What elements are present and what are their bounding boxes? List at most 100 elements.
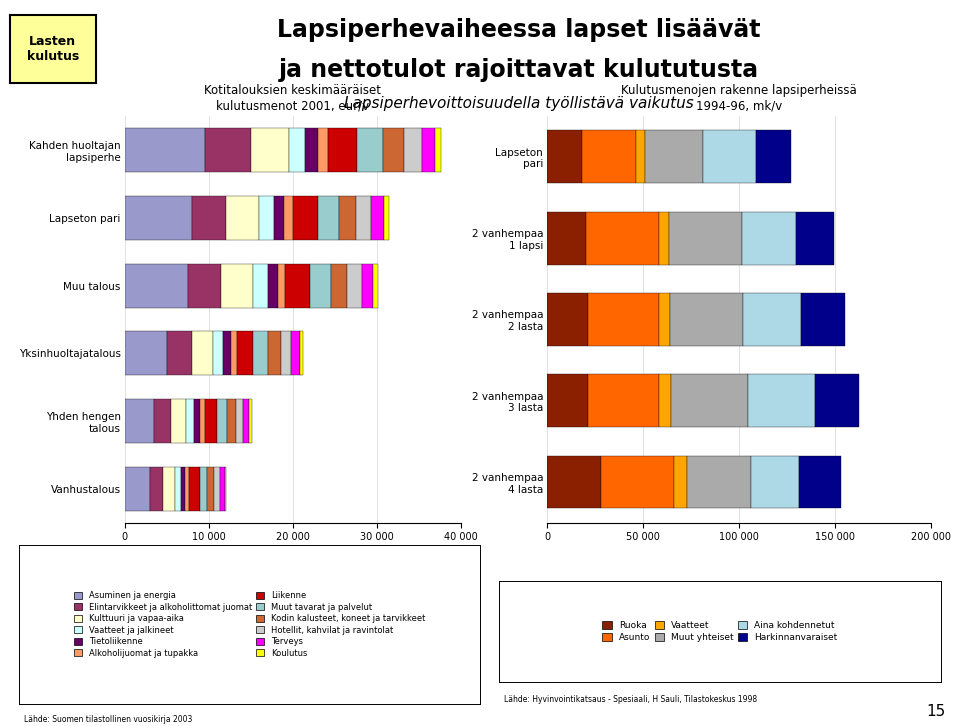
Bar — [277, 264, 285, 308]
Bar — [250, 399, 252, 443]
Bar — [742, 212, 796, 264]
Bar — [200, 399, 204, 443]
Bar — [547, 212, 586, 264]
Bar — [318, 128, 328, 172]
Bar — [659, 212, 669, 264]
Text: ja nettotulot rajoittavat kulututusta: ja nettotulot rajoittavat kulututusta — [278, 58, 758, 82]
Bar — [217, 399, 228, 443]
Bar — [588, 293, 659, 346]
Bar — [281, 331, 291, 375]
Bar — [214, 467, 220, 511]
Text: Lapsiperhevoittoisuudella työllistävä vaikutus: Lapsiperhevoittoisuudella työllistävä va… — [344, 96, 693, 111]
Bar — [162, 467, 176, 511]
Bar — [200, 467, 207, 511]
Bar — [799, 456, 841, 508]
Bar — [674, 456, 687, 508]
Bar — [422, 128, 435, 172]
Bar — [236, 331, 253, 375]
Bar — [259, 196, 275, 240]
Bar — [636, 131, 645, 183]
Bar — [659, 375, 671, 427]
Bar — [171, 399, 186, 443]
Bar — [670, 293, 743, 346]
Bar — [339, 196, 356, 240]
Bar — [226, 196, 259, 240]
Bar — [331, 264, 348, 308]
Bar — [703, 131, 756, 183]
Bar — [125, 467, 150, 511]
Bar — [547, 293, 588, 346]
Bar — [125, 264, 188, 308]
Bar — [383, 128, 403, 172]
Title: Kotitalouksien keskimääräiset
kulutusmenot 2001, eur/v: Kotitalouksien keskimääräiset kulutusmen… — [204, 84, 381, 113]
Bar — [547, 131, 582, 183]
Bar — [186, 399, 194, 443]
Bar — [371, 196, 383, 240]
Bar — [284, 196, 293, 240]
Bar — [586, 212, 659, 264]
Bar — [228, 399, 236, 443]
Text: 15: 15 — [926, 703, 946, 719]
Bar — [815, 375, 859, 427]
Bar — [222, 264, 253, 308]
Bar — [293, 196, 318, 240]
Bar — [253, 331, 269, 375]
Bar — [671, 375, 748, 427]
Bar — [383, 196, 390, 240]
Bar — [269, 331, 281, 375]
Bar — [125, 128, 204, 172]
Bar — [435, 128, 442, 172]
Bar — [155, 399, 171, 443]
Bar — [167, 331, 192, 375]
Bar — [176, 467, 181, 511]
Bar — [300, 331, 303, 375]
Bar — [748, 375, 815, 427]
Bar — [547, 375, 588, 427]
Bar — [150, 467, 162, 511]
Bar — [356, 196, 371, 240]
Bar — [194, 399, 200, 443]
Bar — [601, 456, 674, 508]
Bar — [318, 196, 339, 240]
Text: Lapsiperhevaiheessa lapset lisäävät: Lapsiperhevaiheessa lapset lisäävät — [276, 18, 760, 42]
Legend: Asuminen ja energia, Elintarvikkeet ja alkoholittomat juomat, Kulttuuri ja vapaa: Asuminen ja energia, Elintarvikkeet ja a… — [72, 589, 427, 660]
Bar — [373, 264, 378, 308]
Bar — [285, 264, 310, 308]
Bar — [181, 467, 185, 511]
Bar — [310, 264, 331, 308]
Bar — [204, 399, 217, 443]
Text: Lähde: Hyvinvointikatsaus - Spesiaali, H Sauli, Tilastokeskus 1998: Lähde: Hyvinvointikatsaus - Spesiaali, H… — [504, 695, 756, 703]
Bar — [743, 293, 801, 346]
Bar — [291, 331, 300, 375]
Bar — [268, 264, 277, 308]
Text: Lasten
kulutus: Lasten kulutus — [27, 35, 79, 63]
Bar — [289, 128, 305, 172]
Bar — [305, 128, 318, 172]
Bar — [192, 331, 213, 375]
Bar — [645, 131, 703, 183]
Legend: Ruoka, Asunto, Vaatteet, Muut yhteiset, Aina kohdennetut, Harkinnanvaraiset: Ruoka, Asunto, Vaatteet, Muut yhteiset, … — [600, 619, 840, 645]
Bar — [796, 212, 834, 264]
Bar — [213, 331, 223, 375]
Bar — [659, 293, 670, 346]
Title: Kulutusmenojen rakenne lapsiperheissä
1994-96, mk/v: Kulutusmenojen rakenne lapsiperheissä 19… — [621, 84, 857, 113]
Bar — [230, 331, 236, 375]
Text: Lähde: Suomen tilastollinen vuosikirja 2003: Lähde: Suomen tilastollinen vuosikirja 2… — [24, 715, 192, 725]
Bar — [225, 467, 227, 511]
Bar — [125, 331, 167, 375]
Bar — [801, 293, 845, 346]
Bar — [125, 196, 192, 240]
Bar — [751, 456, 799, 508]
Bar — [687, 456, 751, 508]
Bar — [220, 467, 225, 511]
Bar — [669, 212, 742, 264]
Bar — [362, 264, 373, 308]
Bar — [588, 375, 659, 427]
Bar — [188, 264, 222, 308]
Bar — [204, 128, 251, 172]
Bar — [582, 131, 636, 183]
Bar — [243, 399, 250, 443]
Bar — [189, 467, 200, 511]
Bar — [403, 128, 422, 172]
Bar — [251, 128, 289, 172]
